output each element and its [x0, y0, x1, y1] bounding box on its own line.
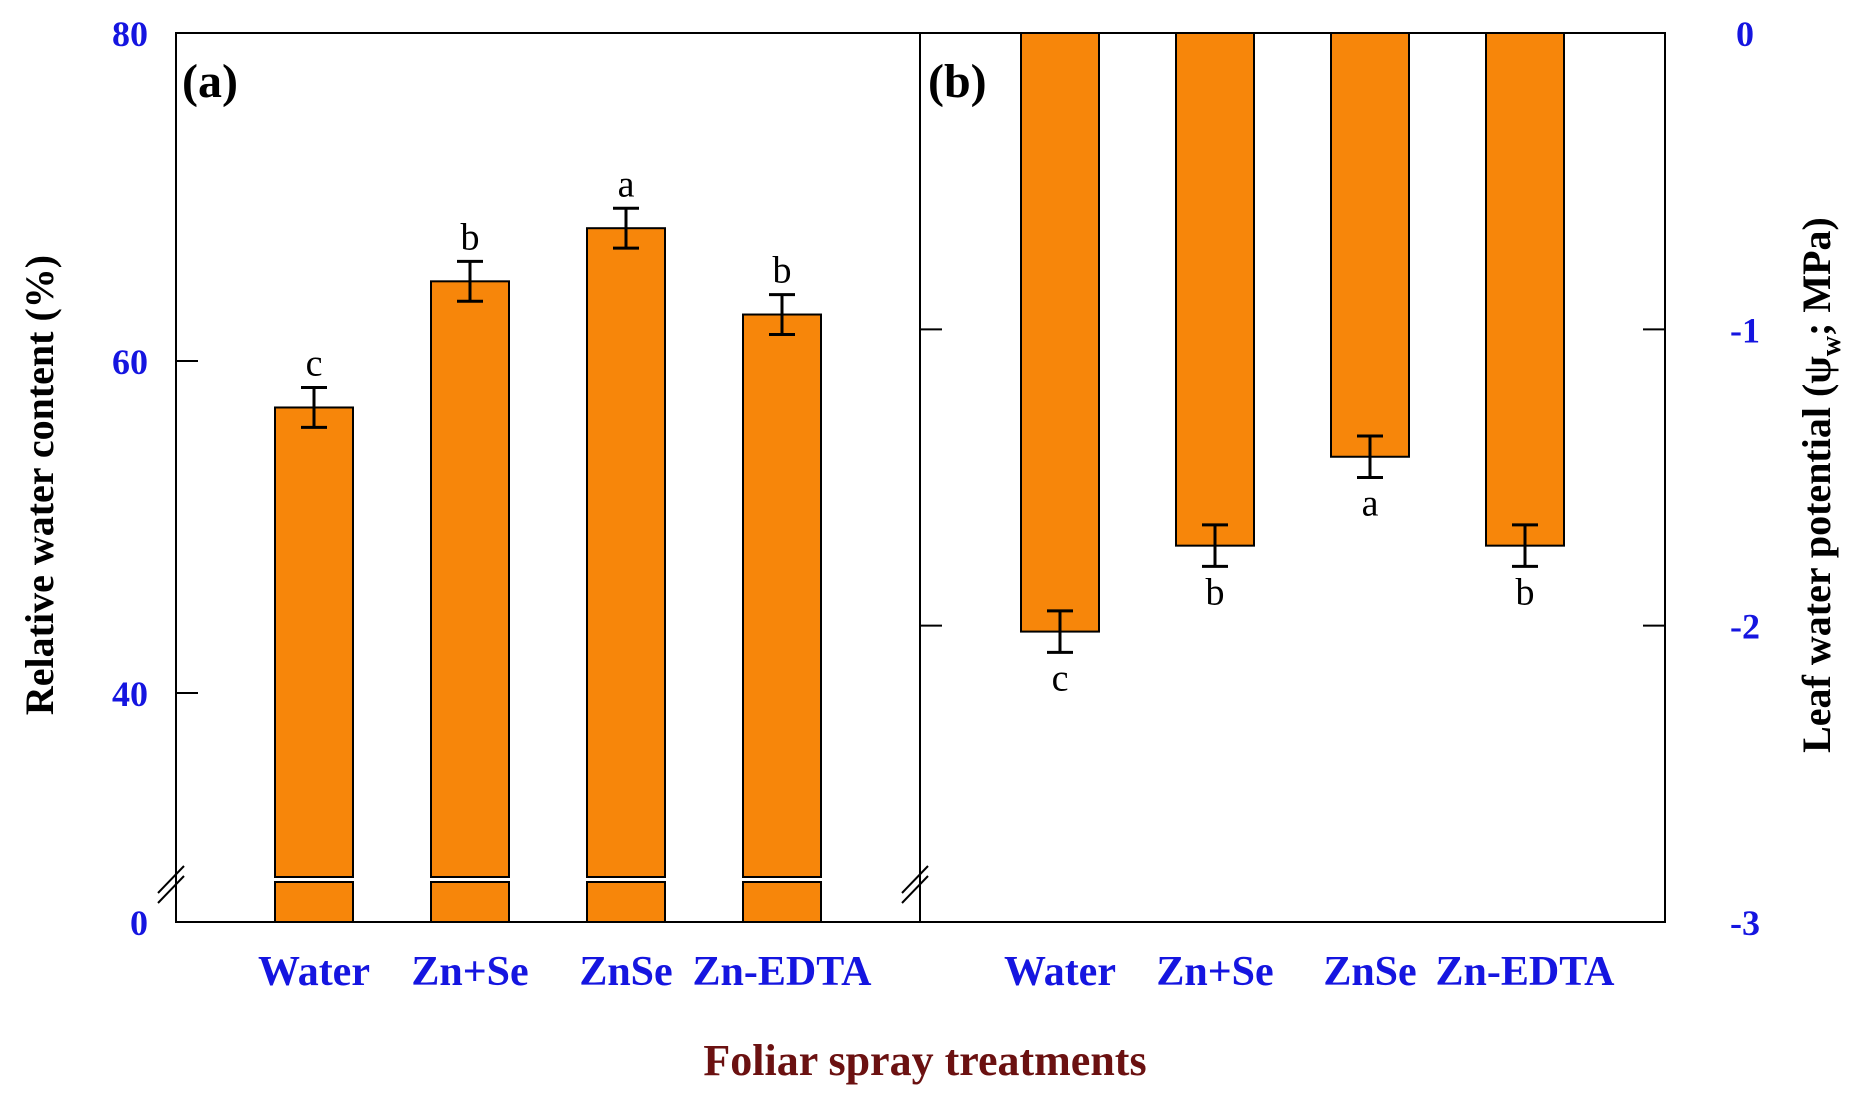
bar	[430, 280, 510, 878]
bar-lower-segment	[274, 881, 354, 923]
axis-break-mark	[901, 865, 929, 894]
y-axis-title-tail: ; MPa)	[1794, 217, 1839, 336]
category-label: Zn-EDTA	[1436, 949, 1616, 995]
panel-b-frame	[919, 32, 1666, 923]
bar	[586, 227, 666, 878]
y-axis-title: Leaf water potential (ψw; MPa)	[1794, 217, 1847, 753]
axis-break-mark	[901, 875, 929, 904]
category-label: ZnSe	[1323, 949, 1416, 995]
y-axis-title-main: Leaf water potential (ψ	[1794, 356, 1839, 753]
significance-letter: b	[461, 216, 480, 258]
y-tick-label: -2	[1730, 607, 1760, 647]
y-tick-label: -1	[1730, 310, 1760, 350]
category-label: ZnSe	[579, 949, 672, 995]
significance-letter: b	[1206, 571, 1225, 613]
significance-letter: c	[1052, 657, 1069, 699]
bar	[274, 406, 354, 878]
y-tick-label: 40	[112, 674, 148, 714]
significance-letter: b	[1516, 571, 1535, 613]
bar	[1485, 32, 1565, 547]
category-label: Zn+Se	[411, 949, 528, 995]
significance-letter: b	[773, 250, 792, 292]
y-axis-title-subscript: w	[1816, 335, 1847, 356]
panel-a: 0 40 60 80 Relative water content (%) (a) c Wat…	[17, 14, 921, 995]
y-tick-label: 0	[130, 903, 148, 943]
panel-label: (b)	[928, 55, 987, 108]
bar-lower-segment	[430, 881, 510, 923]
axis-break-mark	[157, 865, 185, 894]
panel-label: (a)	[182, 55, 238, 108]
bar	[1020, 32, 1100, 633]
bar	[1330, 32, 1410, 458]
category-label: Water	[258, 949, 370, 995]
category-label: Zn-EDTA	[693, 949, 873, 995]
significance-letter: a	[1362, 483, 1379, 525]
category-label: Zn+Se	[1156, 949, 1273, 995]
y-tick-label: -3	[1730, 903, 1760, 943]
y-tick-label: 0	[1736, 14, 1754, 54]
panel-b: 0 -1 -2 -3 Leaf water potential (ψw; MPa) (b)…	[901, 14, 1847, 995]
category-label: Water	[1004, 949, 1116, 995]
significance-letter: a	[618, 163, 635, 205]
y-tick-label: 60	[112, 342, 148, 382]
bar	[1175, 32, 1255, 547]
axis-break-mark	[157, 875, 185, 904]
bar-lower-segment	[586, 881, 666, 923]
bar	[742, 313, 822, 878]
bar-lower-segment	[742, 881, 822, 923]
y-axis-title: Relative water content (%)	[17, 255, 62, 715]
x-axis-title: Foliar spray treatments	[703, 1036, 1146, 1085]
y-tick-label: 80	[112, 14, 148, 54]
significance-letter: c	[306, 343, 323, 385]
